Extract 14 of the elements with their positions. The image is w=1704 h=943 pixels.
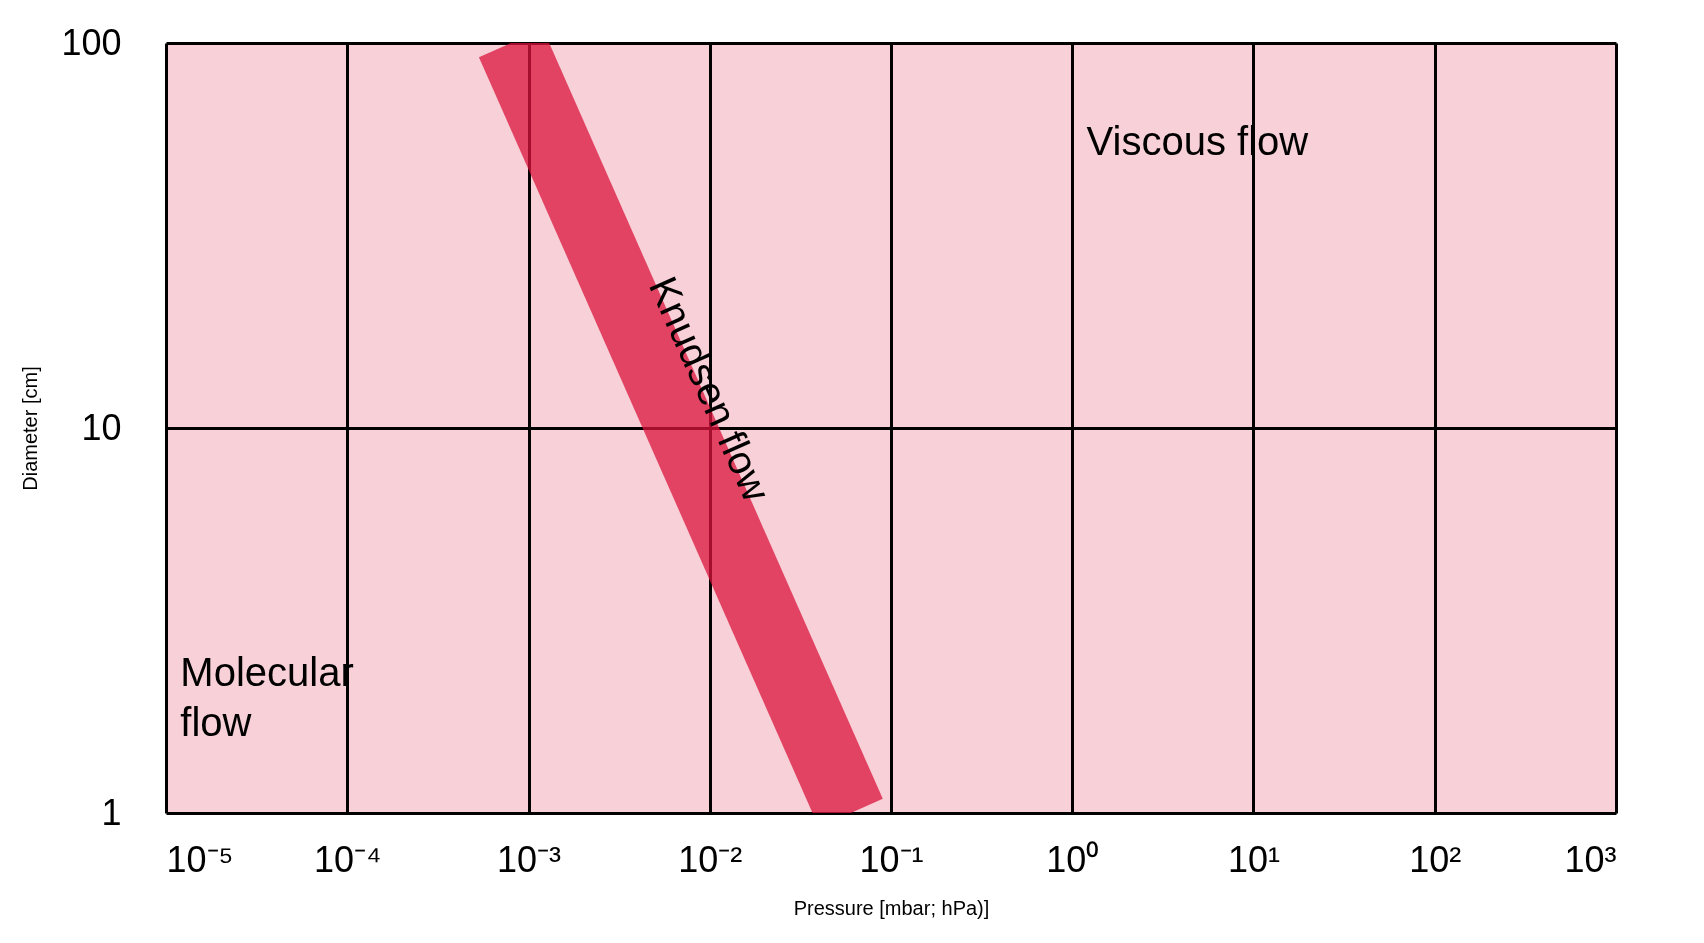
x-tick-label: 10⁻⁴ [313,838,382,880]
x-axis-title: Pressure [mbar; hPa)] [793,896,990,919]
y-axis-title: Diameter [cm] [19,366,42,491]
x-tick-label: 10² [1409,838,1462,880]
x-tick-label: 10⁻⁵ [166,838,234,880]
x-tick-label: 10¹ [1227,838,1281,880]
x-tick-label: 10⁻¹ [859,838,924,880]
x-tick-label: 10³ [1564,838,1617,880]
x-tick-label: 10⁰ [1046,838,1100,880]
x-tick-label: 10⁻³ [496,838,562,880]
x-tick-label: 10⁻² [678,838,743,880]
y-tick-label: 100 [61,21,122,63]
y-tick-label: 10 [81,406,122,448]
y-tick-label: 1 [101,791,122,833]
